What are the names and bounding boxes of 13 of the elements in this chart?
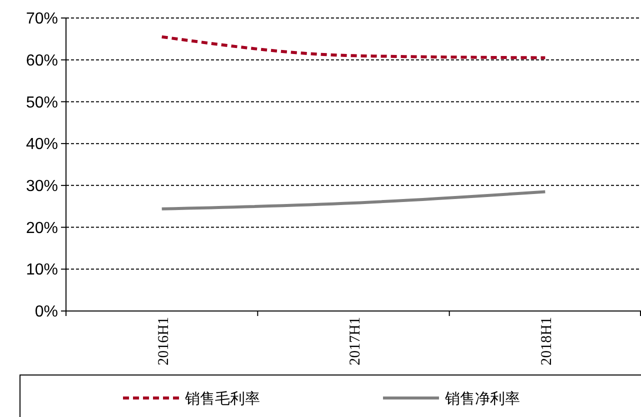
legend-label: 销售毛利率 (184, 389, 260, 408)
y-tick-label: 70% (26, 10, 58, 28)
y-tick-label: 50% (26, 94, 58, 112)
legend-label: 销售净利率 (444, 389, 520, 408)
y-tick-label: 20% (26, 220, 58, 237)
y-tick-label: 40% (26, 136, 58, 154)
y-tick-label: 10% (26, 262, 58, 279)
y-tick-label: 60% (26, 52, 58, 70)
x-tick-label: 2016H1 (156, 317, 172, 366)
x-tick-label: 2017H1 (348, 317, 364, 366)
x-tick-label: 2018H1 (539, 317, 556, 366)
y-tick-label: 30% (26, 178, 58, 196)
y-tick-label: 0% (34, 304, 58, 321)
